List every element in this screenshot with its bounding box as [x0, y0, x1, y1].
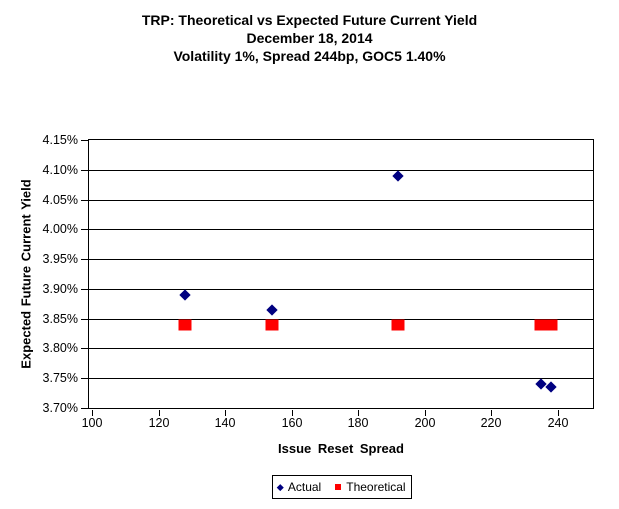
x-axis-tick: [292, 410, 293, 416]
y-tick-label: 3.90%: [42, 282, 78, 296]
chart-title-line-3: Volatility 1%, Spread 244bp, GOC5 1.40%: [173, 48, 446, 64]
x-axis-tick: [225, 410, 226, 416]
gridline: [89, 319, 593, 320]
y-tick-label: 3.70%: [42, 401, 78, 415]
x-tick-label: 160: [281, 416, 303, 430]
gridline: [89, 170, 593, 171]
chart-title: TRP: Theoretical vs Expected Future Curr…: [0, 11, 619, 65]
y-axis-tick: [81, 348, 88, 349]
gridline: [89, 259, 593, 260]
gridline: [89, 200, 593, 201]
legend-label-theoretical: Theoretical: [346, 480, 406, 494]
x-axis-tick: [159, 410, 160, 416]
gridline: [89, 348, 593, 349]
y-tick-label: 3.95%: [42, 252, 78, 266]
data-point-theoretical: [265, 319, 279, 331]
chart-title-line-2: December 18, 2014: [246, 30, 373, 46]
legend-item-actual: Actual: [277, 480, 322, 494]
data-point-actual: [266, 304, 278, 316]
x-axis-tick: [558, 410, 559, 416]
data-point-theoretical: [391, 319, 405, 331]
data-point-theoretical: [178, 319, 192, 331]
gridline: [89, 378, 593, 379]
y-axis-tick: [81, 229, 88, 230]
y-tick-label: 3.75%: [42, 371, 78, 385]
diamond-marker-icon: [277, 483, 284, 491]
y-tick-label: 4.10%: [42, 163, 78, 177]
x-tick-label: 200: [414, 416, 436, 430]
y-axis-tick: [81, 200, 88, 201]
x-axis-tick: [425, 410, 426, 416]
x-axis-title: Issue Reset Spread: [278, 441, 404, 456]
y-axis-tick: [81, 170, 88, 171]
data-point-actual: [535, 378, 547, 390]
gridline: [89, 229, 593, 230]
y-axis-tick: [81, 319, 88, 320]
x-tick-label: 100: [81, 416, 103, 430]
y-tick-label: 4.15%: [42, 133, 78, 147]
data-point-theoretical: [544, 319, 558, 331]
data-point-actual: [545, 381, 557, 393]
y-axis-tick: [81, 259, 88, 260]
y-axis-tick: [81, 289, 88, 290]
x-axis-tick: [358, 410, 359, 416]
x-tick-label: 220: [480, 416, 502, 430]
x-tick-label: 120: [148, 416, 170, 430]
x-tick-label: 140: [214, 416, 236, 430]
y-tick-label: 4.05%: [42, 193, 78, 207]
data-point-actual: [392, 170, 404, 182]
data-point-theoretical: [534, 319, 548, 331]
y-axis-tick: [81, 408, 88, 409]
gridline: [89, 289, 593, 290]
chart-title-line-1: TRP: Theoretical vs Expected Future Curr…: [141, 12, 478, 28]
legend-label-actual: Actual: [287, 480, 322, 494]
y-tick-label: 3.80%: [42, 341, 78, 355]
legend: Actual Theoretical: [272, 475, 412, 499]
y-axis-tick: [81, 378, 88, 379]
x-tick-label: 180: [347, 416, 369, 430]
x-tick-label: 240: [547, 416, 569, 430]
square-marker-icon: [335, 484, 342, 490]
legend-item-theoretical: Theoretical: [335, 480, 406, 494]
x-axis-tick: [491, 410, 492, 416]
y-axis-tick: [81, 140, 88, 141]
plot-area: [88, 139, 594, 409]
x-axis-tick: [92, 410, 93, 416]
y-tick-label: 3.85%: [42, 312, 78, 326]
y-tick-label: 4.00%: [42, 222, 78, 236]
data-point-actual: [179, 289, 192, 301]
